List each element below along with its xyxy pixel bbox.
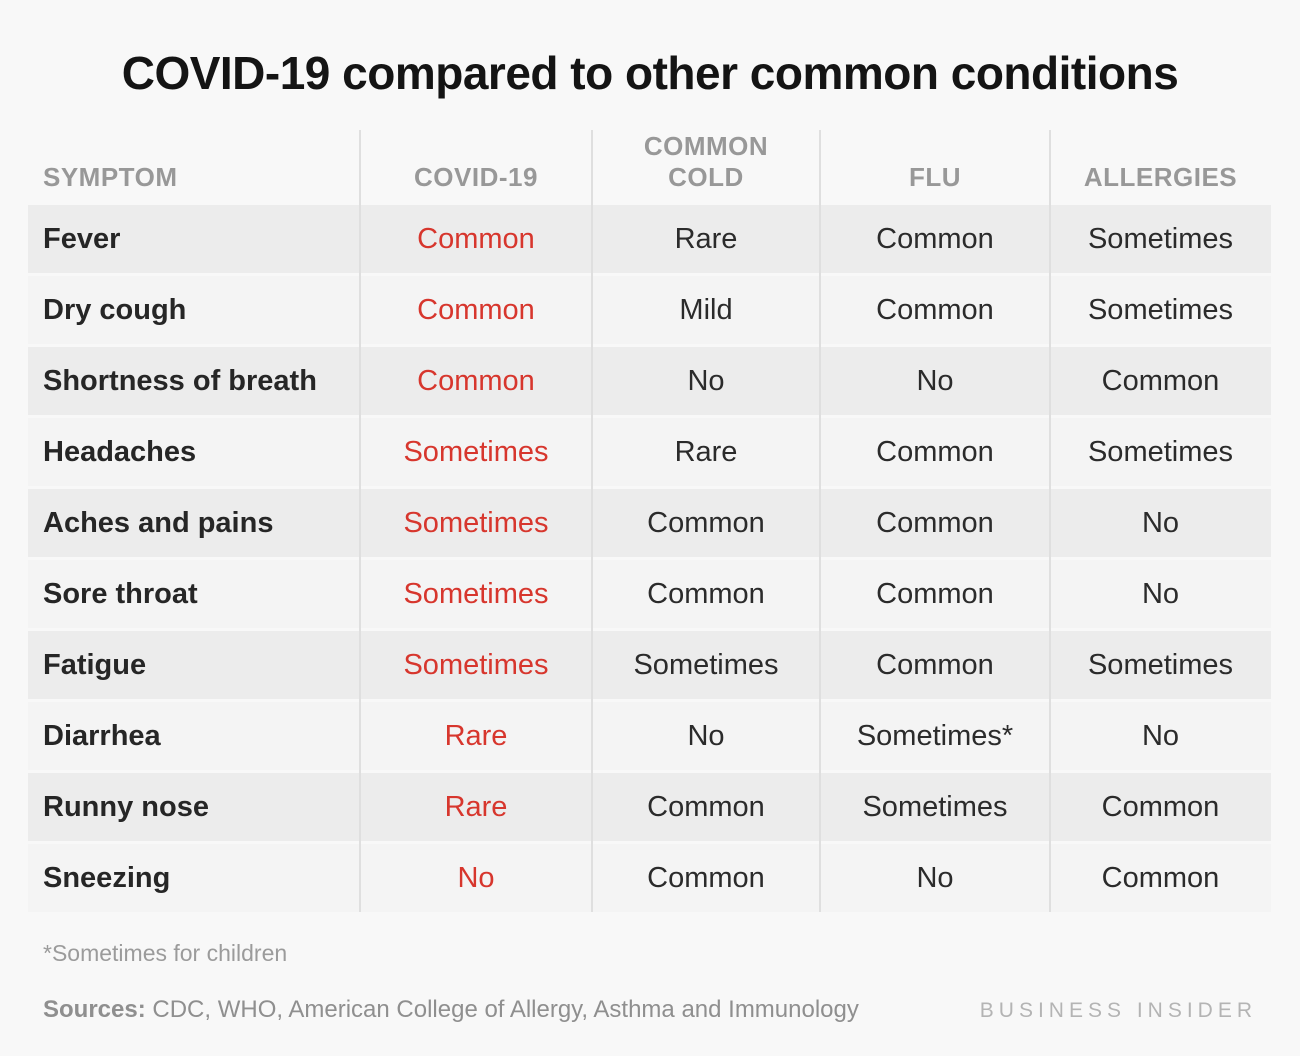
covid19-cell: Common	[417, 364, 535, 397]
common-cold-cell: Common	[647, 506, 765, 539]
column-header-common-cold: COMMON COLD	[592, 131, 820, 205]
common-cold-cell: Sometimes	[633, 648, 779, 681]
common-cold-cell: Common	[647, 861, 765, 894]
sources-row: Sources: CDC, WHO, American College of A…	[43, 996, 1257, 1024]
flu-cell: Sometimes	[862, 790, 1008, 823]
allergies-cell: Common	[1101, 790, 1220, 823]
covid19-cell: Common	[417, 222, 535, 255]
flu-cell: Sometimes*	[856, 719, 1014, 752]
flu-cell: Common	[876, 506, 994, 539]
business-insider-logo: BUSINESS INSIDER	[979, 999, 1257, 1022]
table-row: Diarrhea Rare No Sometimes* No	[28, 702, 1271, 770]
table-row: Aches and pains Sometimes Common Common No	[28, 489, 1271, 557]
footer: *Sometimes for children Sources: CDC, WH…	[43, 940, 1257, 1024]
sources-text: CDC, WHO, American College of Allergy, A…	[145, 996, 859, 1023]
flu-cell: Common	[876, 293, 994, 326]
table-row: Fever Common Rare Common Sometimes	[28, 205, 1271, 273]
symptom-cell: Shortness of breath	[43, 364, 317, 397]
allergies-cell: Sometimes	[1087, 222, 1234, 255]
allergies-cell: Common	[1101, 861, 1220, 894]
allergies-cell: Sometimes	[1087, 435, 1234, 468]
table-row: Headaches Sometimes Rare Common Sometimes	[28, 418, 1271, 486]
covid19-cell: Sometimes	[403, 506, 549, 539]
covid19-cell: Sometimes	[403, 435, 549, 468]
column-header-covid19: COVID-19	[414, 161, 538, 192]
table-row: Dry cough Common Mild Common Sometimes	[28, 276, 1271, 344]
allergies-cell: Sometimes	[1087, 293, 1234, 326]
sources-label: Sources:	[43, 996, 146, 1023]
covid19-cell: Rare	[444, 719, 508, 752]
symptom-cell: Headaches	[43, 435, 197, 468]
allergies-cell: Sometimes	[1087, 648, 1234, 681]
page-title: COVID-19 compared to other common condit…	[121, 47, 1179, 99]
symptom-cell: Sneezing	[43, 861, 171, 894]
common-cold-cell: Rare	[674, 222, 738, 255]
symptom-cell: Sore throat	[43, 577, 198, 610]
covid19-cell: Common	[417, 293, 535, 326]
common-cold-cell: Common	[647, 577, 765, 610]
allergies-cell: No	[1141, 577, 1180, 610]
column-header-allergies: ALLERGIES	[1083, 161, 1238, 192]
common-cold-cell: Rare	[674, 435, 738, 468]
flu-cell: Common	[876, 222, 994, 255]
table-row: Shortness of breath Common No No Common	[28, 347, 1271, 415]
column-header-common-cold-label: COMMON COLD	[643, 130, 769, 192]
covid19-cell: Sometimes	[403, 577, 549, 610]
symptom-cell: Dry cough	[43, 293, 187, 326]
symptom-cell: Diarrhea	[43, 719, 161, 752]
covid19-cell: No	[457, 861, 495, 894]
symptom-cell: Aches and pains	[43, 506, 274, 539]
comparison-table: SYMPTOM COVID-19 COMMON COLD FLU ALLERGI…	[28, 130, 1271, 912]
table-body: Fever Common Rare Common Sometimes Dry cough C…	[28, 205, 1271, 912]
allergies-cell: Common	[1101, 364, 1220, 397]
table-row: Fatigue Sometimes Sometimes Common Sometimes	[28, 631, 1271, 699]
allergies-cell: No	[1141, 719, 1180, 752]
flu-cell: Common	[876, 435, 994, 468]
table-header-row: SYMPTOM COVID-19 COMMON COLD FLU ALLERGI…	[28, 130, 1271, 205]
common-cold-cell: No	[687, 364, 725, 397]
flu-cell: No	[916, 861, 954, 894]
flu-cell: No	[916, 364, 954, 397]
symptom-cell: Fatigue	[43, 648, 147, 681]
covid19-cell: Rare	[444, 790, 508, 823]
common-cold-cell: No	[687, 719, 725, 752]
symptom-cell: Fever	[43, 222, 121, 255]
common-cold-cell: Mild	[679, 293, 733, 326]
table-row: Sore throat Sometimes Common Common No	[28, 560, 1271, 628]
symptom-cell: Runny nose	[43, 790, 209, 823]
column-header-symptom: SYMPTOM	[43, 161, 178, 192]
common-cold-cell: Common	[647, 790, 765, 823]
footnote: *Sometimes for children	[43, 940, 288, 966]
allergies-cell: No	[1141, 506, 1180, 539]
sources-line: Sources: CDC, WHO, American College of A…	[43, 996, 859, 1024]
table-row: Sneezing No Common No Common	[28, 844, 1271, 912]
table-row: Runny nose Rare Common Sometimes Common	[28, 773, 1271, 841]
column-header-flu: FLU	[908, 161, 962, 192]
flu-cell: Common	[876, 648, 994, 681]
flu-cell: Common	[876, 577, 994, 610]
covid19-cell: Sometimes	[403, 648, 549, 681]
